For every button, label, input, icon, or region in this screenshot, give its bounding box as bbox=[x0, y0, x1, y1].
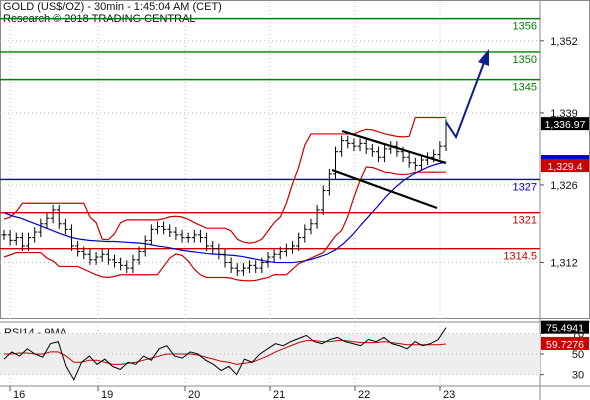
breakout-arrow-head bbox=[478, 49, 489, 66]
level-label: 1314.5 bbox=[503, 251, 537, 263]
lower-band bbox=[3, 166, 446, 282]
price-flag bbox=[541, 117, 589, 131]
x-tick-label: 22 bbox=[358, 389, 370, 400]
rsi-flag-label: 59.7276 bbox=[546, 339, 584, 351]
upper-band bbox=[3, 116, 446, 244]
x-tick-label: 21 bbox=[273, 389, 285, 400]
y-tick-label: 1,352 bbox=[550, 36, 578, 48]
level-label: 1350 bbox=[513, 54, 537, 66]
x-tick-label: 20 bbox=[188, 389, 200, 400]
channel-upper-line bbox=[341, 129, 447, 165]
y-tick-label: 1,326 bbox=[550, 180, 578, 192]
x-tick-label: 23 bbox=[443, 389, 455, 400]
rsi-tick-label: 30 bbox=[572, 370, 584, 382]
rsi-ma-line bbox=[4, 340, 447, 365]
rsi-flag bbox=[541, 320, 589, 334]
price-flag bbox=[541, 159, 589, 173]
level-label: 1321 bbox=[513, 215, 537, 227]
level-label: 1345 bbox=[513, 82, 537, 94]
y-tick-label: 1,339 bbox=[550, 108, 578, 120]
level-label: 1356 bbox=[513, 21, 537, 33]
price-flag-label: 1,336.97 bbox=[545, 119, 586, 131]
x-tick-label: 19 bbox=[101, 389, 113, 400]
breakout-arrow-line bbox=[445, 59, 486, 140]
rsi-flag bbox=[541, 336, 589, 350]
level-label: 1327 bbox=[513, 181, 537, 193]
rsi-band bbox=[0, 333, 540, 375]
rsi-tick-label: 50 bbox=[572, 349, 584, 361]
price-panel-frame bbox=[0, 0, 590, 319]
rsi-flag-label: 75.4941 bbox=[546, 323, 584, 335]
price-flag-label: 1,329.4 bbox=[547, 161, 582, 173]
rsi-line bbox=[3, 327, 447, 381]
channel-lower-line bbox=[331, 168, 438, 210]
y-tick-label: 1,312 bbox=[550, 258, 578, 270]
x-tick-label: 16 bbox=[13, 389, 25, 400]
chart-title: GOLD (US$/OZ) - 30min - 1:45:04 AM (CET) bbox=[3, 1, 222, 13]
